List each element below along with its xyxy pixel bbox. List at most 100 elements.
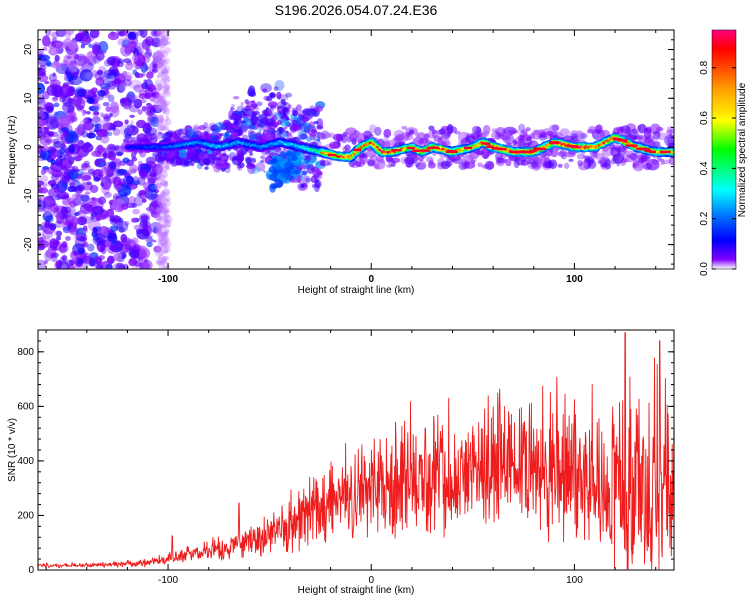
noise-blob — [156, 30, 166, 35]
noise-blob — [139, 259, 153, 269]
noise-blob — [139, 189, 147, 200]
noise-blob — [66, 55, 72, 60]
noise-blob — [160, 37, 167, 44]
noise-blob — [38, 74, 49, 82]
noise-blob — [71, 168, 77, 174]
noise-blob — [165, 237, 171, 242]
ridge-blob — [276, 142, 279, 145]
noise-blob — [162, 81, 167, 89]
noise-blob — [144, 92, 151, 100]
noise-blob — [88, 43, 93, 48]
y-tick-label: 20 — [23, 44, 34, 56]
noise-blob — [50, 61, 62, 69]
noise-blob — [102, 102, 110, 107]
noise-blob — [131, 156, 138, 162]
noise-blob — [55, 41, 66, 49]
scatter-blob — [313, 120, 319, 125]
noise-blob — [161, 73, 164, 77]
scatter-blob — [269, 158, 278, 165]
noise-blob — [112, 195, 118, 200]
noise-blob — [143, 258, 149, 263]
noise-blob — [59, 177, 66, 184]
noise-blob — [50, 252, 59, 258]
halo-blob — [643, 128, 652, 139]
noise-blob — [158, 260, 162, 263]
halo-blob — [446, 123, 454, 135]
noise-blob — [133, 98, 143, 109]
scatter-blob — [176, 132, 183, 139]
noise-blob — [124, 221, 130, 227]
noise-blob — [133, 84, 144, 93]
halo-blob — [482, 130, 490, 136]
noise-blob — [158, 95, 165, 100]
scatter-blob — [218, 133, 225, 137]
noise-blob — [109, 244, 119, 251]
halo-blob — [538, 133, 548, 141]
noise-blob — [97, 196, 107, 205]
noise-blob — [98, 41, 109, 53]
halo-blob — [526, 157, 533, 162]
noise-blob — [126, 75, 132, 82]
noise-blob — [74, 88, 86, 98]
noise-blob — [82, 225, 88, 232]
noise-blob — [162, 83, 171, 90]
noise-blob — [129, 40, 138, 49]
noise-blob — [52, 96, 59, 101]
noise-blob — [120, 44, 133, 57]
noise-blob — [56, 191, 70, 200]
noise-blob — [151, 91, 160, 99]
noise-blob — [163, 74, 168, 78]
noise-blob — [150, 209, 161, 218]
noise-blob — [38, 187, 49, 194]
noise-blob — [72, 265, 77, 269]
noise-blob — [38, 112, 46, 120]
ridge-peak — [648, 150, 656, 154]
noise-blob — [159, 238, 167, 247]
noise-blob — [62, 129, 69, 138]
scatter-blob — [163, 152, 168, 157]
halo-blob — [552, 131, 557, 136]
scatter-blob — [282, 106, 289, 116]
noise-blob — [52, 72, 56, 77]
halo-blob — [531, 160, 539, 168]
noise-blob — [89, 197, 98, 204]
noise-blob — [108, 217, 117, 223]
scatter-blob — [228, 109, 235, 120]
noise-blob — [119, 71, 133, 82]
noise-blob — [106, 143, 117, 153]
y-tick-label: 10 — [23, 92, 34, 104]
noise-blob — [159, 232, 166, 240]
noise-blob — [100, 134, 110, 144]
scatter-blob — [287, 157, 292, 163]
noise-blob — [164, 240, 172, 249]
scatter-blob — [167, 136, 172, 142]
noise-blob — [77, 193, 91, 206]
noise-blob — [92, 69, 98, 78]
noise-blob — [164, 117, 172, 126]
noise-blob — [92, 205, 104, 216]
noise-blob — [122, 82, 127, 86]
noise-blob — [158, 221, 167, 229]
noise-blob — [68, 181, 75, 187]
noise-blob — [56, 261, 70, 269]
noise-blob — [159, 49, 166, 56]
noise-blob — [149, 107, 154, 114]
noise-blob — [160, 206, 170, 214]
colorbar-tick-label: 0.0 — [699, 262, 710, 276]
noise-blob — [112, 176, 122, 188]
noise-blob — [157, 232, 162, 236]
noise-blob — [38, 204, 47, 212]
ridge-peak — [518, 150, 529, 154]
noise-blob — [136, 228, 150, 240]
noise-blob — [159, 194, 165, 201]
noise-blob — [161, 99, 166, 105]
noise-blob — [105, 263, 114, 269]
noise-blob — [50, 254, 58, 263]
noise-blob — [161, 164, 167, 169]
noise-blob — [156, 168, 161, 176]
noise-blob — [163, 206, 170, 213]
noise-blob — [38, 94, 45, 105]
halo-blob — [484, 160, 495, 171]
y-tick-label: 400 — [17, 456, 34, 467]
noise-blob — [123, 105, 130, 110]
